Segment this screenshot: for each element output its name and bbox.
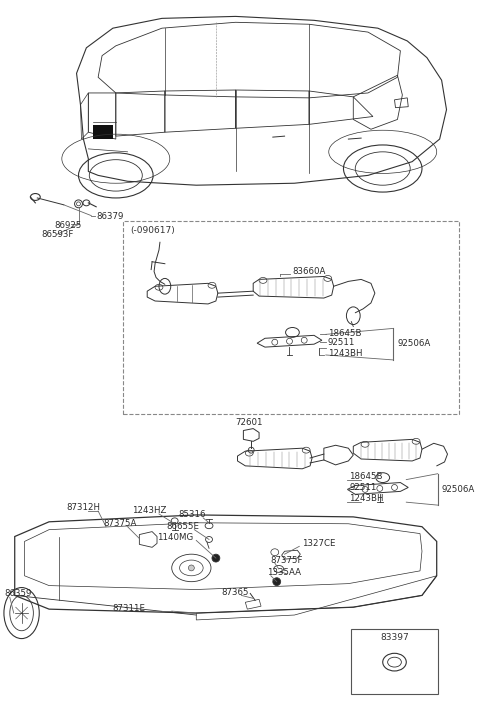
- Text: 1243BH: 1243BH: [328, 349, 362, 358]
- Text: 87365: 87365: [222, 588, 249, 597]
- Text: 87375A: 87375A: [103, 519, 136, 528]
- Text: 18645B: 18645B: [328, 329, 361, 338]
- Text: 1243BH: 1243BH: [349, 493, 384, 503]
- Text: 86359: 86359: [4, 589, 31, 598]
- Text: 1327CE: 1327CE: [302, 539, 336, 548]
- Text: 87311E: 87311E: [113, 604, 146, 613]
- Text: 86593F: 86593F: [41, 230, 73, 239]
- Ellipse shape: [273, 578, 281, 585]
- Text: 92506A: 92506A: [442, 485, 475, 494]
- Text: 1243HZ: 1243HZ: [132, 506, 167, 515]
- Bar: [93, 125, 113, 139]
- Text: 87312H: 87312H: [67, 503, 101, 512]
- Text: 85316: 85316: [179, 510, 206, 520]
- Text: 92511: 92511: [349, 483, 377, 492]
- Ellipse shape: [189, 565, 194, 571]
- Text: 83397: 83397: [380, 633, 409, 642]
- Text: 86379: 86379: [96, 212, 123, 221]
- Text: (-090617): (-090617): [131, 226, 175, 235]
- Bar: [123, 221, 459, 414]
- Text: 72601: 72601: [236, 418, 263, 427]
- Text: 92506A: 92506A: [397, 339, 431, 348]
- Text: 18645B: 18645B: [349, 472, 383, 481]
- Text: 86925: 86925: [54, 221, 81, 230]
- Text: 1140MG: 1140MG: [157, 533, 193, 542]
- Text: 92511: 92511: [328, 338, 355, 346]
- Bar: [351, 629, 438, 694]
- Text: 1335AA: 1335AA: [267, 568, 301, 578]
- Text: 83660A: 83660A: [292, 267, 326, 276]
- Text: 87375F: 87375F: [271, 556, 303, 565]
- Text: 86655E: 86655E: [167, 522, 200, 531]
- Ellipse shape: [212, 554, 220, 562]
